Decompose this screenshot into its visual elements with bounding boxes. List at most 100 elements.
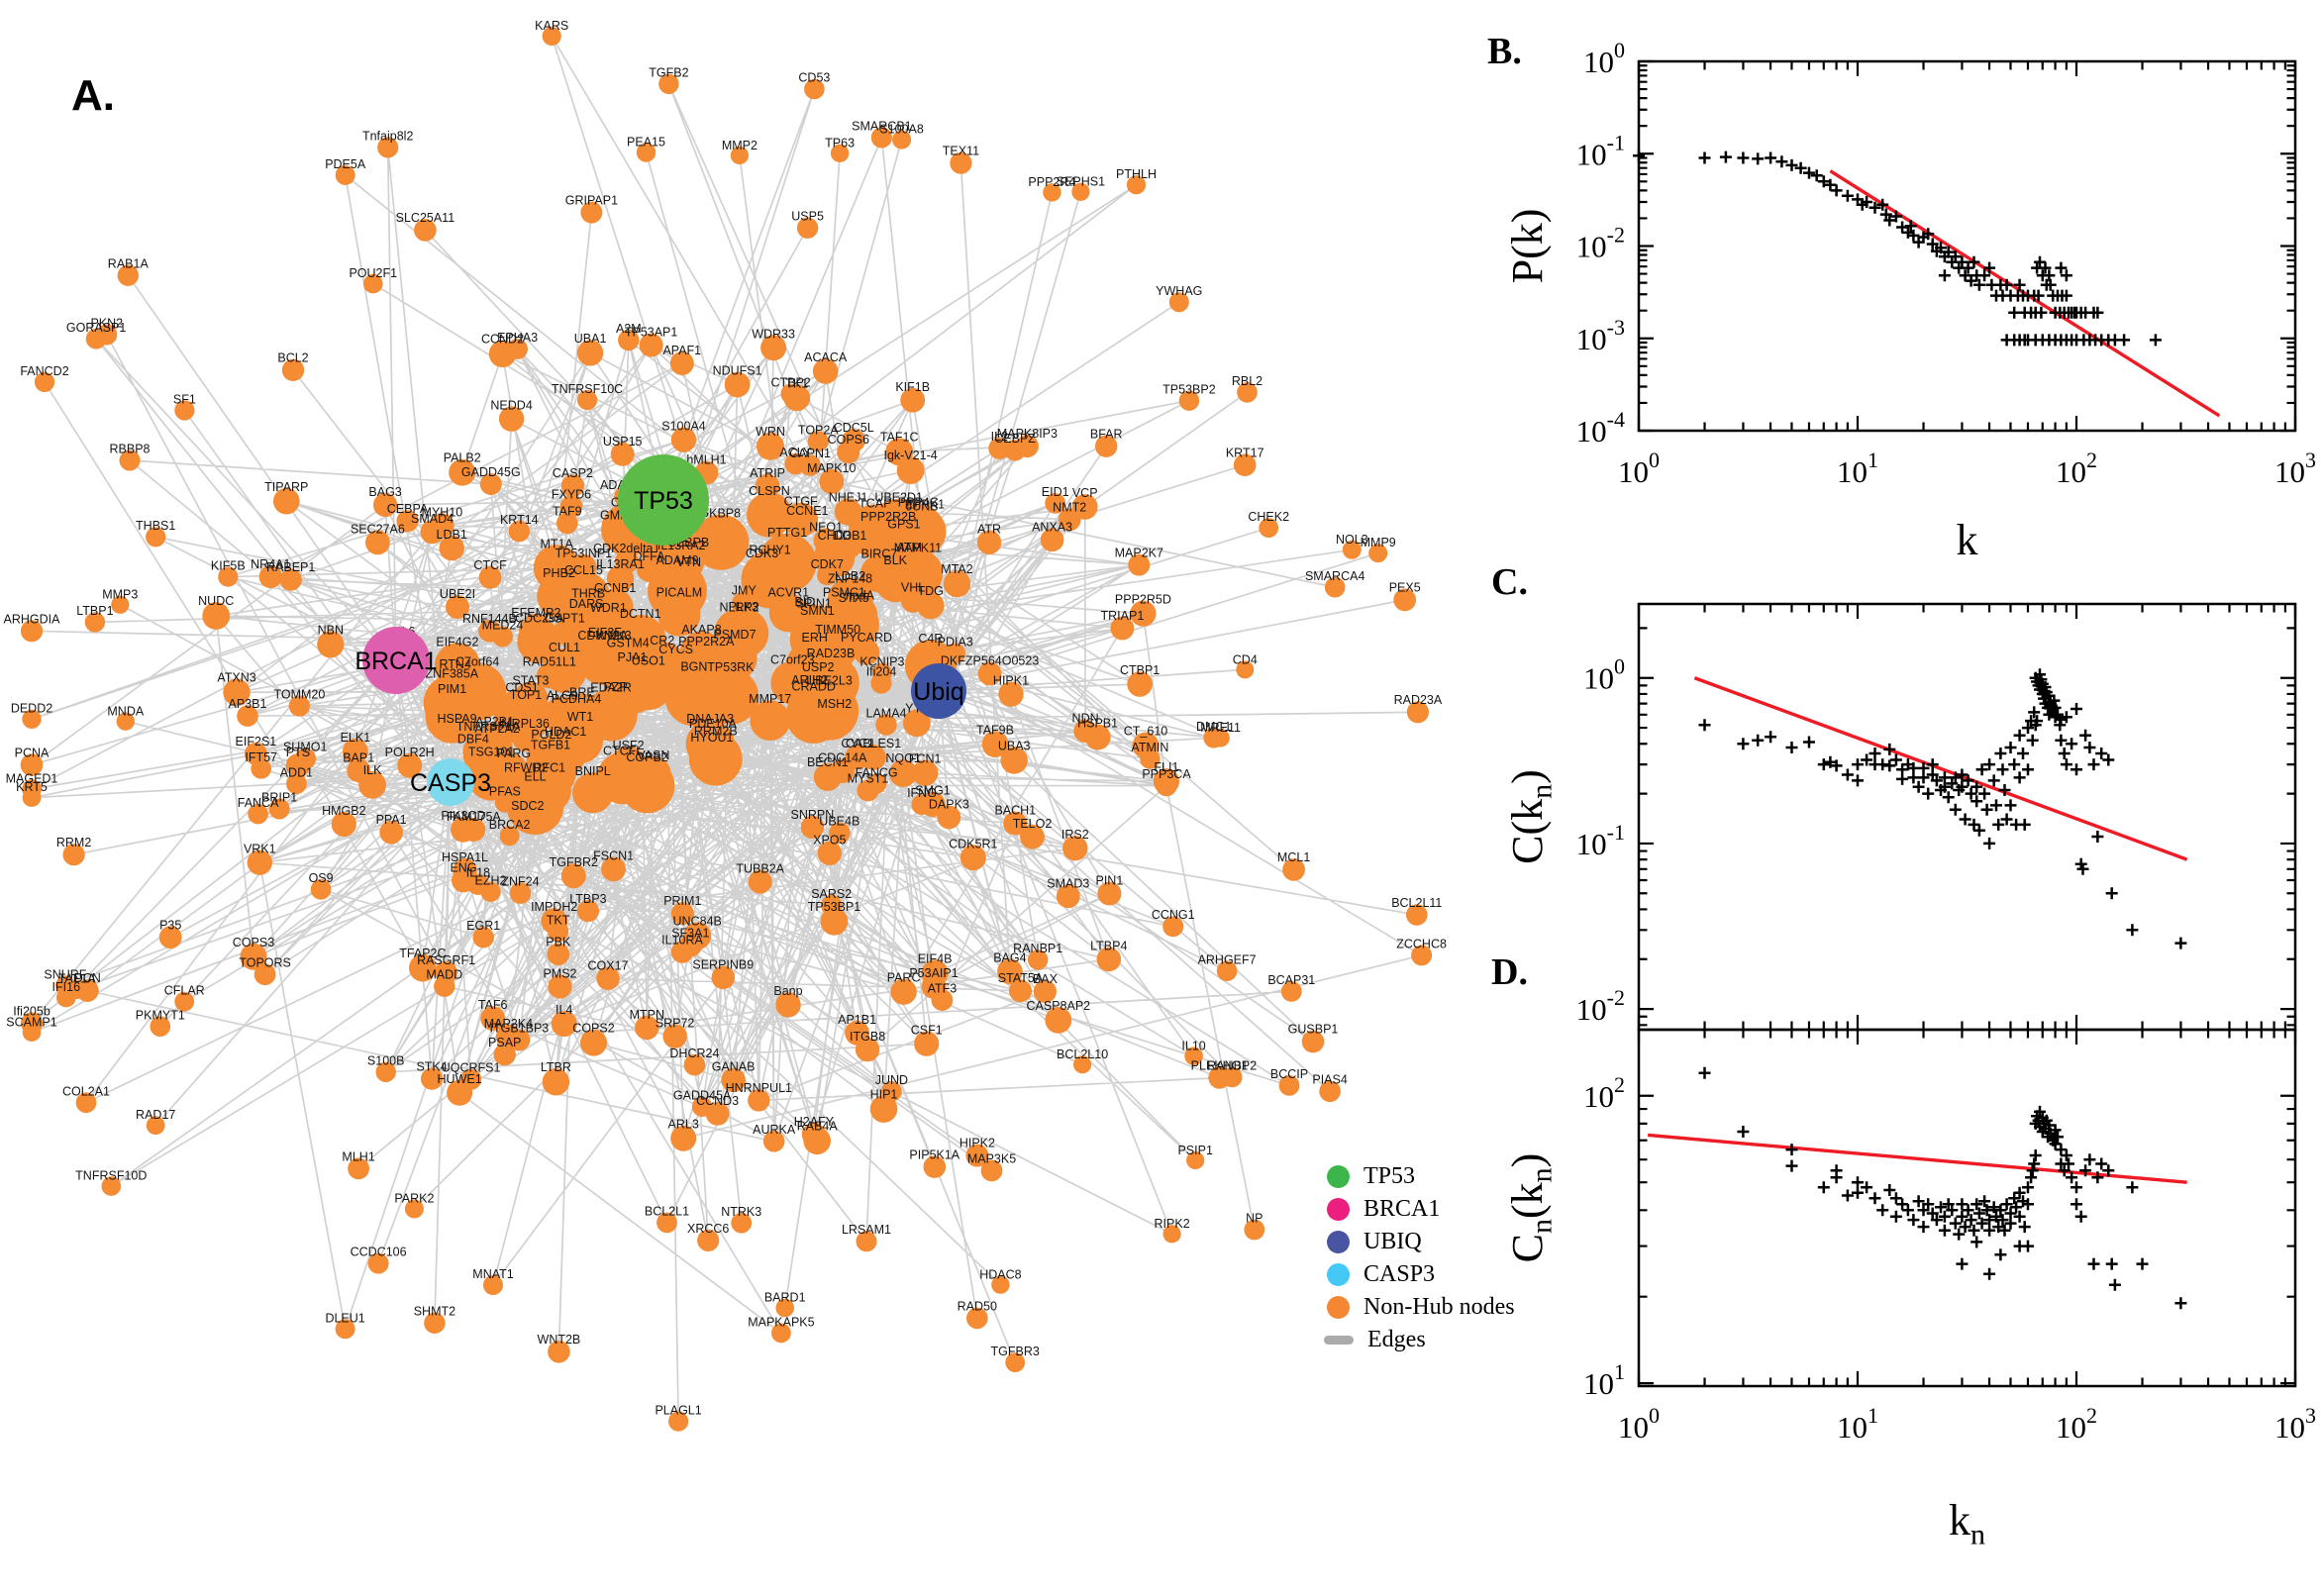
- network-node-label: USO1: [632, 654, 665, 668]
- network-node: [174, 400, 195, 421]
- network-node-label: SMAD3: [1047, 876, 1089, 890]
- axis-tick-label: 100: [1583, 654, 1625, 696]
- network-node: [1178, 390, 1200, 411]
- network-node: [639, 333, 663, 357]
- network-node: [820, 907, 849, 936]
- network-node: [819, 468, 845, 494]
- network-node-label: BNIPL: [575, 764, 611, 778]
- network-node: [624, 661, 672, 711]
- network-node: [669, 351, 694, 375]
- network-node: [914, 505, 936, 526]
- network-node: [869, 1095, 898, 1123]
- network-node: [317, 631, 345, 658]
- network-node-label: PPP3CA: [1142, 767, 1191, 781]
- network-node: [610, 442, 635, 466]
- network-node-label: PYCARD: [841, 631, 892, 645]
- network-node: [859, 554, 898, 593]
- network-node: [548, 974, 572, 999]
- network-node: [158, 926, 182, 949]
- network-node-label: BIRC7: [860, 548, 897, 561]
- network-node: [1233, 453, 1257, 477]
- network-node-label: DBF4: [457, 732, 489, 746]
- network-node-label: TDG: [918, 584, 944, 598]
- network-node: [1127, 671, 1153, 697]
- network-node-label: ELK1: [341, 731, 371, 745]
- network-node-label: BCL2L1: [645, 1205, 689, 1219]
- network-node-label: EIF3F: [588, 626, 622, 640]
- network-node-label: ITGB8: [850, 1030, 885, 1044]
- network-node-label: IFI16: [52, 980, 81, 994]
- axis-tick-label: 101: [1837, 1403, 1878, 1445]
- network-node-label: PSMC1: [823, 585, 865, 599]
- network-node-label: TAF6: [478, 998, 508, 1012]
- network-node-label: BGN: [680, 660, 707, 674]
- network-node-label: UNC84B: [673, 914, 722, 928]
- network-node-label: DHCR24: [669, 1047, 719, 1060]
- network-node-label: DFFA: [634, 549, 666, 563]
- network-node-label: TELO2: [1013, 817, 1053, 831]
- network-node: [1015, 435, 1039, 458]
- network-node-label: Ifi204: [866, 664, 897, 678]
- network-node: [596, 966, 620, 990]
- network-node: [1324, 576, 1346, 598]
- network-node-label: MAPK10: [807, 461, 856, 475]
- legend-item-label: BRCA1: [1364, 1196, 1441, 1222]
- legend-item-label: UBIQ: [1364, 1229, 1422, 1254]
- network-node-label: COPB2: [626, 750, 667, 764]
- network-node-label: GADD45G: [461, 465, 521, 479]
- network-node: [218, 566, 239, 587]
- network-node: [542, 1068, 570, 1096]
- network-node-label: PSMD7: [713, 628, 756, 642]
- legend-item: BRCA1: [1327, 1193, 1515, 1226]
- network-node-label: CTGF: [784, 495, 818, 509]
- network-node-label: DEDD2: [11, 702, 52, 716]
- network-node-label: EID1: [1042, 485, 1069, 499]
- network-node-label: WRN: [756, 425, 785, 439]
- network-node: [988, 437, 1011, 459]
- network-node-label: COPS6: [828, 433, 869, 447]
- network-node-label: JUND: [875, 1073, 908, 1087]
- network-node-label: PRIM1: [663, 894, 701, 908]
- network-node-label: ZNF148: [828, 572, 872, 586]
- network-node-label: AURKA: [753, 1123, 796, 1137]
- network-node-label: BRCA2: [489, 818, 531, 832]
- network-node-label: PDE10A: [689, 717, 738, 731]
- network-node-label: TNFRSF1A: [456, 720, 521, 734]
- network-node-label: CDS1: [505, 681, 538, 695]
- network-node: [1009, 979, 1032, 1003]
- network-node: [495, 1024, 521, 1049]
- network-node: [580, 201, 603, 224]
- network-node: [1040, 528, 1064, 552]
- network-node-label: DARS: [569, 597, 604, 611]
- network-node-label: STAT3: [512, 674, 549, 688]
- network-node-label: USP2: [802, 660, 835, 674]
- network-node-label: GRIPAP1: [565, 194, 618, 208]
- network-node-label: MNAT1: [472, 1267, 513, 1281]
- network-node: [870, 127, 893, 149]
- network-node: [912, 759, 939, 786]
- network-node-label: SCAMP1: [6, 1015, 56, 1029]
- network-node-label: BCL2: [277, 351, 308, 365]
- network-node-label: AKAP8: [681, 623, 721, 637]
- network-node: [747, 492, 792, 538]
- network-node-label: CTCF: [473, 558, 507, 572]
- network-node-label: BRIP1: [261, 791, 297, 805]
- network-node-label: EDA2R: [590, 680, 632, 694]
- network-node-label: NBN: [318, 623, 344, 637]
- axis-tick-label: 103: [2274, 448, 2316, 489]
- network-node-label: HIPK1: [993, 674, 1029, 688]
- network-node-label: ATP2A2: [474, 722, 520, 736]
- network-node-label: PPP2R4: [1028, 175, 1075, 189]
- network-node: [150, 1016, 171, 1037]
- network-node: [691, 1096, 713, 1118]
- network-node: [547, 943, 570, 966]
- legend-item-label: Non-Hub nodes: [1364, 1294, 1515, 1320]
- network-node: [240, 943, 267, 970]
- network-node-label: TOPORS: [239, 955, 291, 969]
- hub-node-label: BRCA1: [354, 648, 437, 675]
- network-node: [1162, 1225, 1181, 1244]
- network-node: [560, 863, 586, 889]
- network-node-label: TSG101: [468, 746, 515, 759]
- network-node: [683, 1053, 706, 1076]
